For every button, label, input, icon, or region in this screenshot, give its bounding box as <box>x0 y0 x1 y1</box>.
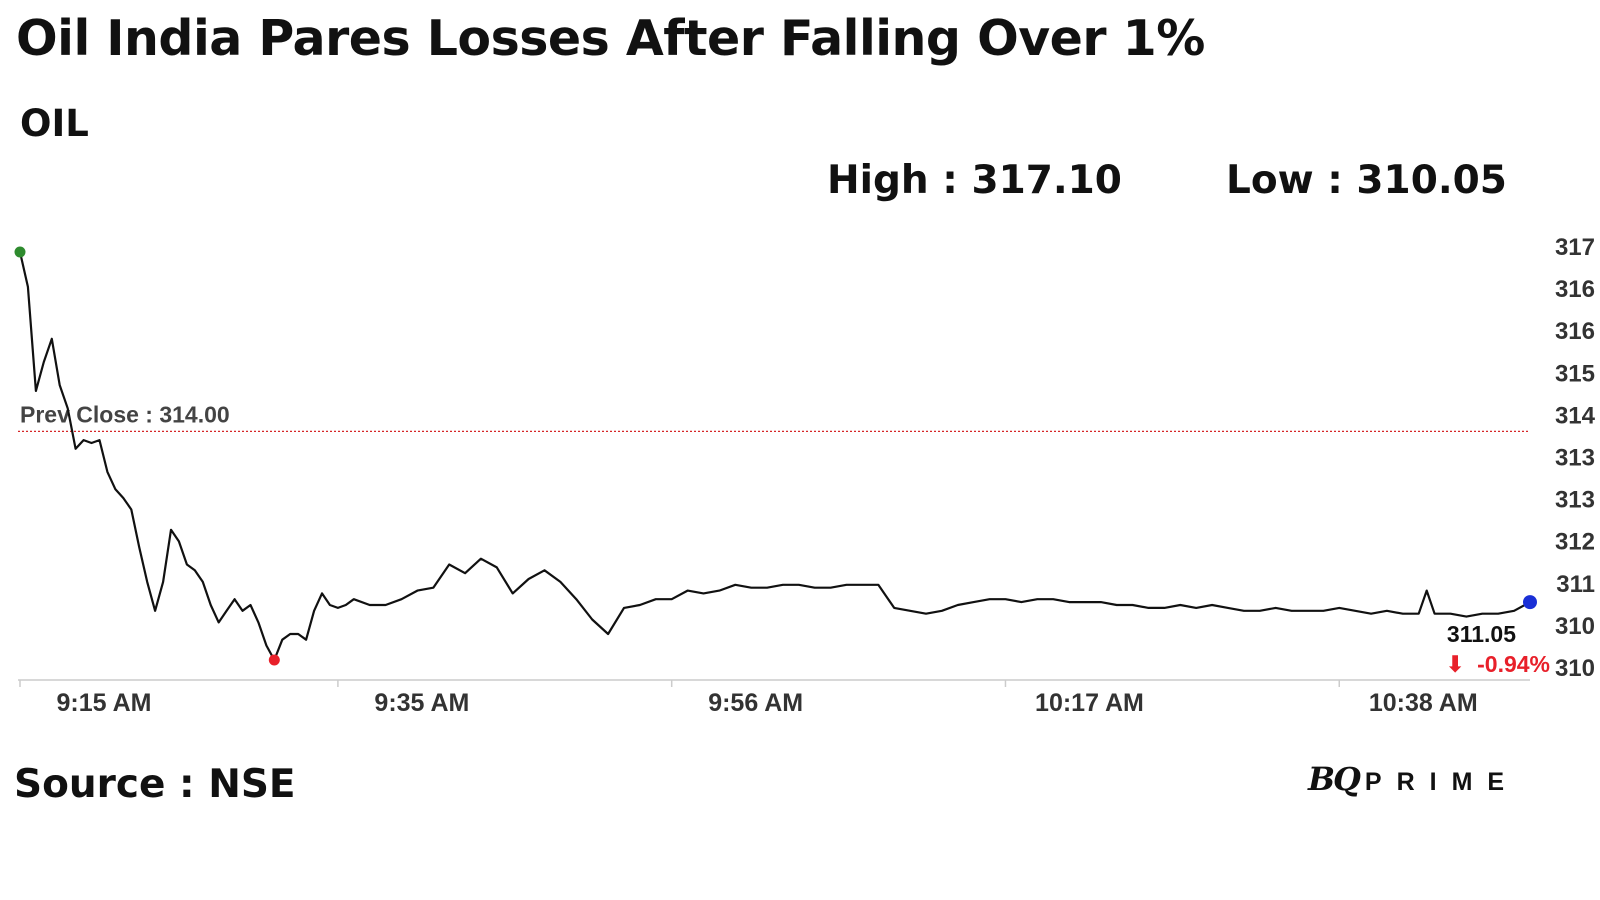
prev-close-group: Prev Close : 314.00 <box>18 401 1530 433</box>
y-tick-label: 313 <box>1555 487 1595 514</box>
start-marker <box>14 246 26 258</box>
x-tick-label: 10:38 AM <box>1369 689 1478 717</box>
logo-prime: PRIME <box>1364 768 1520 796</box>
y-tick-label: 317 <box>1555 234 1595 261</box>
y-tick-label: 310 <box>1555 655 1595 682</box>
logo-bq: BQ <box>1308 760 1361 798</box>
price-chart: 9:15 AM 9:35 AM 9:56 AM 10:17 AM 10:38 AM 31… <box>14 234 1596 717</box>
last-price-label: 311.05 <box>1447 621 1516 647</box>
price-series <box>18 251 1531 662</box>
price-markers <box>14 246 1537 666</box>
y-tick-label: 315 <box>1555 360 1595 387</box>
day-high: High : 317.10 <box>827 158 1122 203</box>
y-tick-label: 313 <box>1555 445 1595 472</box>
x-tick-group: 9:15 AM 9:35 AM 9:56 AM 10:17 AM 10:38 AM <box>19 680 1478 717</box>
x-tick-label: 10:17 AM <box>1035 689 1144 717</box>
prev-close-label: Prev Close : 314.00 <box>20 401 230 427</box>
x-axis: 9:15 AM 9:35 AM 9:56 AM 10:17 AM 10:38 AM <box>18 679 1530 717</box>
y-tick-label: 316 <box>1555 318 1595 345</box>
x-tick-label: 9:15 AM <box>57 689 152 717</box>
change-percent: -0.94% <box>1477 651 1550 677</box>
day-low: Low : 310.05 <box>1226 158 1507 203</box>
y-tick-label: 311 <box>1556 571 1595 598</box>
y-tick-label: 312 <box>1555 529 1595 556</box>
ticker-symbol: OIL <box>20 102 89 145</box>
low-marker <box>268 654 280 666</box>
y-tick-label: 316 <box>1555 276 1595 303</box>
headline: Oil India Pares Losses After Falling Ove… <box>16 10 1205 67</box>
source-note: Source : NSE <box>14 762 296 807</box>
x-tick-label: 9:56 AM <box>708 689 803 717</box>
y-tick-label: 314 <box>1555 402 1596 429</box>
y-tick-label: 310 <box>1555 613 1595 640</box>
price-line <box>18 251 1531 662</box>
change-label: ⬇ -0.94% <box>1445 651 1550 678</box>
brand-logo: BQ PRIME <box>1308 760 1519 798</box>
x-tick-label: 9:35 AM <box>374 689 469 717</box>
y-axis: 317 316 316 315 314 313 313 312 311 310 310 <box>1555 234 1596 682</box>
down-arrow-icon: ⬇ <box>1445 652 1464 678</box>
end-marker <box>1523 595 1537 610</box>
